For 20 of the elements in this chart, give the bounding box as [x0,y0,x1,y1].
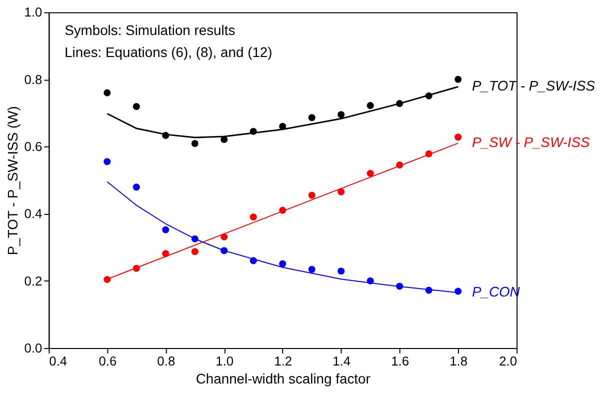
x-tick-label: 2.0 [499,353,518,368]
annotation: Lines: Equations (6), (8), and (12) [64,44,272,60]
x-tick-label: 1.4 [332,353,351,368]
x-axis-title: Channel-width scaling factor [196,370,371,386]
y-tick-label: 0.8 [24,72,42,87]
x-tick-label: 0.4 [49,353,68,368]
y-tick-label: 0.0 [24,340,42,356]
y-tick-label: 0.2 [24,273,42,288]
y-tick-label: 1.0 [24,4,42,20]
annotation: Symbols: Simulation results [64,22,236,38]
series-label: P_TOT - P_SW-ISS [472,78,596,94]
x-tick-label: 1.0 [216,353,234,368]
y-tick-label: 0.6 [24,139,42,154]
x-tick-label: 1.2 [274,353,292,368]
x-tick-label: 0.6 [98,353,117,368]
x-tick-label: 1.8 [450,353,468,368]
x-tick-label: 1.6 [391,353,410,368]
x-tick-label: 0.8 [157,353,176,368]
y-tick-label: 0.4 [24,206,42,222]
y-axis-title: P_TOT - P_SW-ISS (W) [4,106,20,256]
